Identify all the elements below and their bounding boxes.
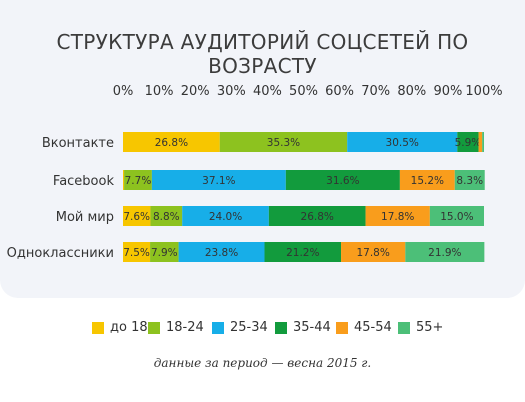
category-label: Одноклассники (7, 246, 114, 261)
legend-label: 18-24 (166, 320, 204, 335)
bar-segment (399, 170, 455, 190)
data-label: 15.2% (411, 175, 444, 187)
bar-segment (123, 206, 151, 226)
legend-label: 55+ (416, 320, 444, 335)
chart-legend: до 18 18-24 25-34 35-44 45-54 55+ (0, 318, 525, 338)
data-label: 31.6% (326, 175, 359, 187)
bar-segment (482, 132, 484, 152)
data-label: 23.8% (205, 247, 238, 259)
legend-swatch (92, 322, 104, 334)
bar-segment (123, 242, 151, 262)
legend-swatch (336, 322, 348, 334)
data-label: 37.1% (202, 175, 235, 187)
x-tick-label: 70% (361, 84, 390, 99)
chart-title: СТРУКТУРА АУДИТОРИЙ СОЦСЕТЕЙ ПО ВОЗРАСТУ (56, 30, 469, 78)
bar-segment (341, 242, 406, 262)
data-label: 17.8% (356, 247, 389, 259)
legend-label: 25-34 (230, 320, 268, 335)
legend-label: 45-54 (354, 320, 392, 335)
bar-segment (454, 170, 485, 190)
bar-segment (268, 206, 366, 226)
data-label: 15.0% (440, 211, 473, 223)
bar-segment (264, 242, 342, 262)
data-label: 21.2% (286, 247, 319, 259)
data-label: 26.8% (155, 137, 188, 149)
category-label: Мой мир (56, 210, 114, 225)
data-label: 24.0% (209, 211, 242, 223)
x-tick-label: 0% (113, 84, 134, 99)
x-tick-label: 10% (145, 84, 174, 99)
bar-segment (347, 132, 458, 152)
bar-segment (150, 206, 183, 226)
bar-segment (182, 206, 269, 226)
x-tick-label: 100% (465, 84, 502, 99)
x-tick-label: 40% (253, 84, 282, 99)
bar-segment (124, 170, 152, 190)
bar-segment (151, 170, 286, 190)
bar-segment (365, 206, 430, 226)
x-tick-label: 60% (325, 84, 354, 99)
footnote: данные за период — весна 2015 г. (153, 356, 372, 370)
bar-segment (123, 132, 220, 152)
bar-segment (405, 242, 485, 262)
bar-segment (219, 132, 348, 152)
bar-segment (285, 170, 400, 190)
data-label: 21.9% (428, 247, 461, 259)
bar-segment (150, 242, 179, 262)
data-label: 8.3% (456, 175, 483, 187)
bar-segment (123, 170, 125, 190)
data-label: 17.8% (381, 211, 414, 223)
data-label: 7.6% (123, 211, 150, 223)
data-label: 7.7% (125, 175, 152, 187)
legend-swatch (212, 322, 224, 334)
legend-swatch (398, 322, 410, 334)
bar-segment (457, 132, 479, 152)
data-label: 7.5% (123, 247, 150, 259)
legend-label: 35-44 (293, 320, 331, 335)
legend-label: до 18 (110, 320, 148, 335)
data-label: 35.3% (267, 137, 300, 149)
bar-segment (178, 242, 265, 262)
data-label: 30.5% (386, 137, 419, 149)
legend-swatch (275, 322, 287, 334)
x-tick-label: 30% (217, 84, 246, 99)
bar-segment (478, 132, 483, 152)
category-label: Вконтакте (42, 136, 114, 151)
x-tick-label: 20% (181, 84, 210, 99)
data-label: 7.9% (151, 247, 178, 259)
x-tick-label: 50% (289, 84, 318, 99)
legend-swatch (148, 322, 160, 334)
category-label: Facebook (53, 174, 115, 189)
x-tick-label: 80% (397, 84, 426, 99)
x-tick-label: 90% (433, 84, 462, 99)
data-label: 5.9% (455, 137, 482, 149)
data-label: 26.8% (301, 211, 334, 223)
bar-segment (429, 206, 484, 226)
data-label: 8.8% (153, 211, 180, 223)
chart-plot: 0% 10% 20% 30% 40% 50% 60% 70% 80% 90% 100% Вконтак… (7, 84, 503, 262)
